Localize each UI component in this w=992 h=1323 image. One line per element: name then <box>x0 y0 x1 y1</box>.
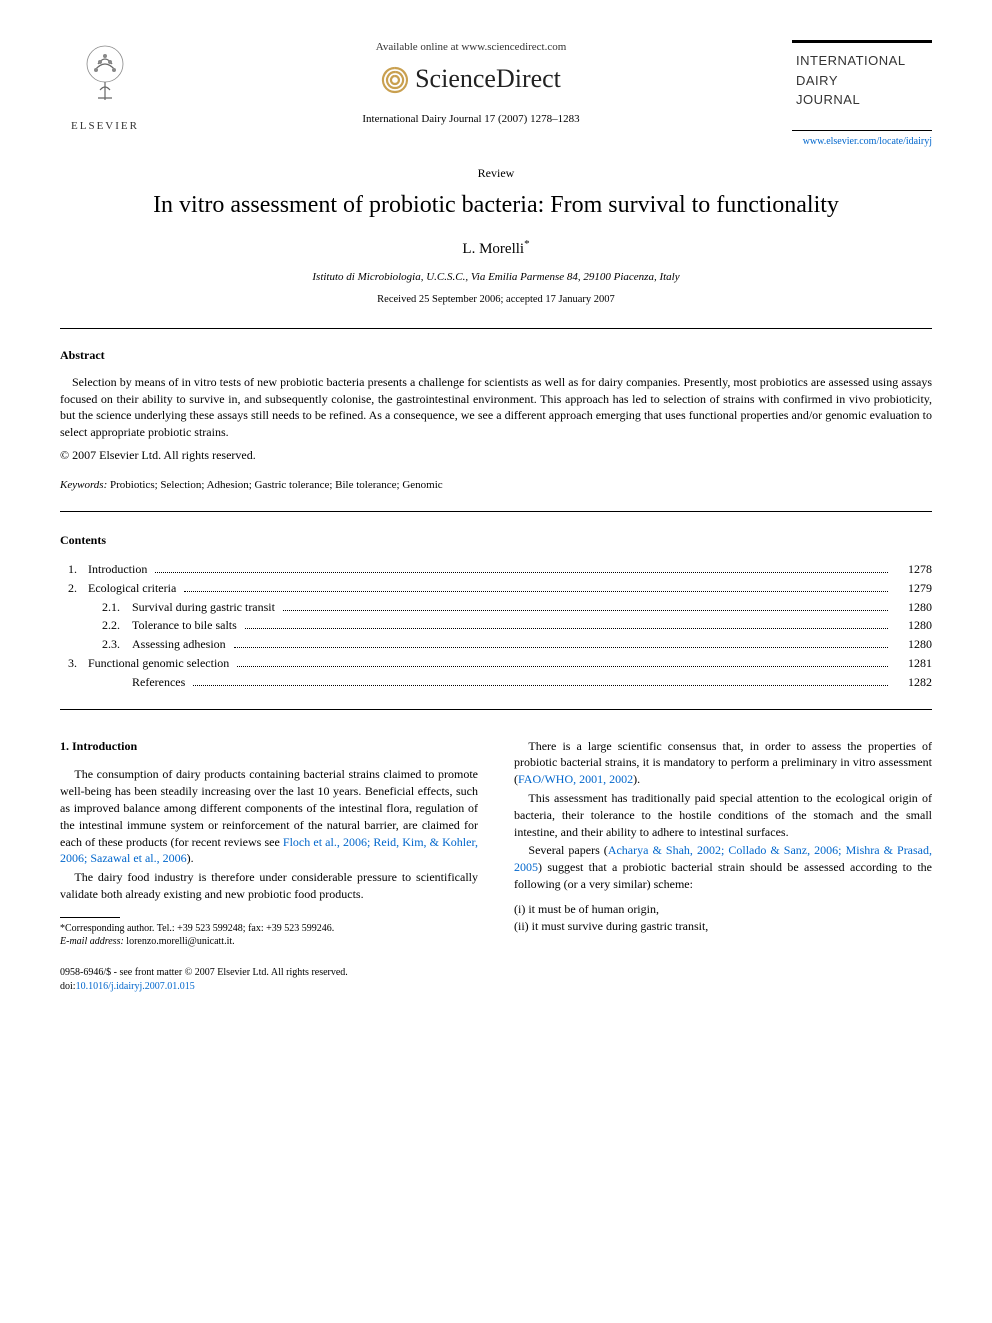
toc-label: References <box>132 674 189 691</box>
toc-row: 2.Ecological criteria 1279 <box>60 580 932 597</box>
body-paragraph: The dairy food industry is therefore und… <box>60 869 478 903</box>
footnote-separator <box>60 917 120 918</box>
email-address: lorenzo.morelli@unicatt.it. <box>124 936 235 947</box>
journal-name-line: INTERNATIONAL <box>796 51 928 71</box>
journal-url: www.elsevier.com/locate/idairyj <box>792 135 932 149</box>
doi-line: doi:10.1016/j.idairyj.2007.01.015 <box>60 980 348 994</box>
keywords-text: Probiotics; Selection; Adhesion; Gastric… <box>107 479 442 491</box>
body-paragraph: The consumption of dairy products contai… <box>60 766 478 867</box>
section-divider <box>60 709 932 710</box>
corresponding-marker: * <box>524 238 530 250</box>
doi-label: doi: <box>60 981 76 992</box>
elsevier-tree-icon <box>70 40 140 110</box>
toc-page-number: 1280 <box>892 599 932 616</box>
article-dates: Received 25 September 2006; accepted 17 … <box>60 293 932 308</box>
header-center: Available online at www.sciencedirect.co… <box>150 40 792 127</box>
toc-page-number: 1278 <box>892 561 932 578</box>
toc-page-number: 1281 <box>892 655 932 672</box>
article-body: 1. Introduction The consumption of dairy… <box>60 738 932 948</box>
body-paragraph: There is a large scientific consensus th… <box>514 738 932 788</box>
toc-label: Survival during gastric transit <box>132 599 279 616</box>
para-text: ) suggest that a probiotic bacterial str… <box>514 860 932 891</box>
section-divider <box>60 328 932 329</box>
contents-heading: Contents <box>60 532 932 549</box>
author-affiliation: Istituto di Microbiologia, U.C.S.C., Via… <box>60 270 932 285</box>
sciencedirect-logo: ScienceDirect <box>170 61 772 97</box>
toc-number: 1. <box>60 561 88 578</box>
body-paragraph: This assessment has traditionally paid s… <box>514 790 932 840</box>
toc-number: 2.2. <box>94 617 132 634</box>
list-item: (i) it must be of human origin, <box>514 901 932 918</box>
footer-left: 0958-6946/$ - see front matter © 2007 El… <box>60 966 348 994</box>
toc-leader-dots <box>283 610 888 611</box>
keywords-label: Keywords: <box>60 479 107 491</box>
citation-link[interactable]: FAO/WHO, 2001, 2002 <box>518 772 633 786</box>
toc-leader-dots <box>234 647 888 648</box>
page-header: ELSEVIER Available online at www.science… <box>60 40 932 149</box>
toc-number: 3. <box>60 655 88 672</box>
abstract-text: Selection by means of in vitro tests of … <box>60 374 932 441</box>
toc-label: Introduction <box>88 561 151 578</box>
abstract-heading: Abstract <box>60 347 932 364</box>
journal-title-block: INTERNATIONAL DAIRY JOURNAL www.elsevier… <box>792 40 932 149</box>
footnote-tel-fax: *Corresponding author. Tel.: +39 523 599… <box>60 922 478 935</box>
para-text: ). <box>633 772 640 786</box>
elsevier-logo-block: ELSEVIER <box>60 40 150 135</box>
journal-citation: International Dairy Journal 17 (2007) 12… <box>170 112 772 127</box>
section-divider <box>60 511 932 512</box>
toc-row: 2.1.Survival during gastric transit 1280 <box>60 599 932 616</box>
toc-page-number: 1279 <box>892 580 932 597</box>
toc-number: 2. <box>60 580 88 597</box>
footnote-email-line: E-mail address: lorenzo.morelli@unicatt.… <box>60 935 478 948</box>
toc-page-number: 1280 <box>892 617 932 634</box>
sciencedirect-text: ScienceDirect <box>415 61 561 97</box>
journal-url-link[interactable]: www.elsevier.com/locate/idairyj <box>803 136 932 147</box>
sciencedirect-swirl-icon <box>381 66 409 94</box>
author-text: L. Morelli <box>462 241 524 257</box>
toc-leader-dots <box>237 666 888 667</box>
author-name: L. Morelli* <box>60 237 932 260</box>
article-title: In vitro assessment of probiotic bacteri… <box>60 189 932 223</box>
toc-page-number: 1282 <box>892 674 932 691</box>
toc-number: 2.3. <box>94 636 132 653</box>
toc-leader-dots <box>155 572 888 573</box>
abstract-copyright: © 2007 Elsevier Ltd. All rights reserved… <box>60 447 932 464</box>
table-of-contents: 1.Introduction 1278 2.Ecological criteria 1… <box>60 561 932 691</box>
toc-row: References 1282 <box>60 674 932 691</box>
list-item: (ii) it must survive during gastric tran… <box>514 918 932 935</box>
toc-row: 1.Introduction 1278 <box>60 561 932 578</box>
toc-leader-dots <box>184 591 888 592</box>
journal-name-line: DAIRY <box>796 71 928 91</box>
toc-number: 2.1. <box>94 599 132 616</box>
toc-label: Assessing adhesion <box>132 636 230 653</box>
front-matter-text: 0958-6946/$ - see front matter © 2007 El… <box>60 966 348 980</box>
toc-leader-dots <box>193 685 888 686</box>
elsevier-label: ELSEVIER <box>60 119 150 134</box>
toc-page-number: 1280 <box>892 636 932 653</box>
para-text: Several papers ( <box>528 843 607 857</box>
toc-row: 2.3.Assessing adhesion 1280 <box>60 636 932 653</box>
toc-row: 3.Functional genomic selection 1281 <box>60 655 932 672</box>
available-online-text: Available online at www.sciencedirect.co… <box>170 40 772 55</box>
email-label: E-mail address: <box>60 936 124 947</box>
toc-leader-dots <box>245 628 888 629</box>
keywords-line: Keywords: Probiotics; Selection; Adhesio… <box>60 478 932 493</box>
section-heading-introduction: 1. Introduction <box>60 738 478 755</box>
toc-label: Functional genomic selection <box>88 655 233 672</box>
page-footer: 0958-6946/$ - see front matter © 2007 El… <box>60 966 932 994</box>
toc-label: Tolerance to bile salts <box>132 617 241 634</box>
article-type-label: Review <box>60 165 932 182</box>
toc-row: 2.2.Tolerance to bile salts 1280 <box>60 617 932 634</box>
corresponding-author-footnote: *Corresponding author. Tel.: +39 523 599… <box>60 922 478 948</box>
journal-name-line: JOURNAL <box>796 90 928 110</box>
body-paragraph: Several papers (Acharya & Shah, 2002; Co… <box>514 842 932 892</box>
doi-link[interactable]: 10.1016/j.idairyj.2007.01.015 <box>76 981 195 992</box>
criteria-list: (i) it must be of human origin, (ii) it … <box>514 901 932 936</box>
para-text: ). <box>187 851 194 865</box>
journal-name-box: INTERNATIONAL DAIRY JOURNAL <box>792 40 932 131</box>
toc-label: Ecological criteria <box>88 580 180 597</box>
